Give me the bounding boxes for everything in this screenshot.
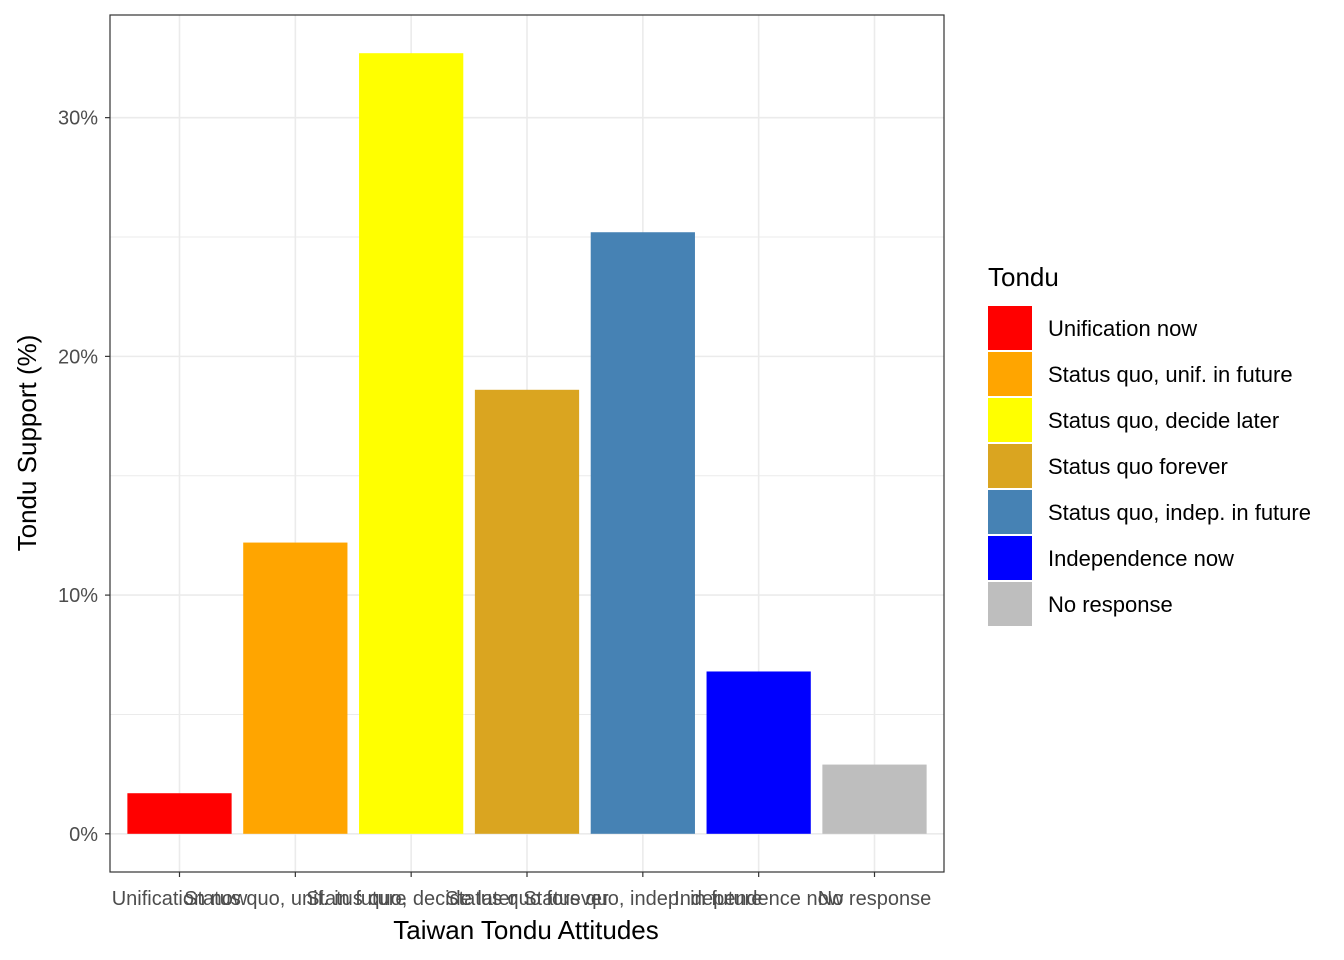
legend-key xyxy=(988,490,1032,534)
legend-key xyxy=(988,444,1032,488)
bar xyxy=(243,542,348,834)
legend-key xyxy=(988,536,1032,580)
bar xyxy=(822,764,927,834)
legend-key xyxy=(988,398,1032,442)
y-tick-label: 20% xyxy=(58,346,98,368)
legend-label: No response xyxy=(1048,592,1173,617)
legend-label: Unification now xyxy=(1048,316,1197,341)
legend-key xyxy=(988,582,1032,626)
legend-title: Tondu xyxy=(988,262,1059,292)
y-axis-title: Tondu Support (%) xyxy=(12,335,42,552)
y-tick-label: 0% xyxy=(69,824,98,846)
x-tick-label: Unification now xyxy=(112,888,248,910)
y-tick-label: 30% xyxy=(58,108,98,130)
y-tick-label: 10% xyxy=(58,585,98,607)
x-tick-label: No response xyxy=(818,888,931,910)
bar xyxy=(706,671,811,834)
legend-label: Status quo, decide later xyxy=(1048,408,1279,433)
y-axis: 0% 10% 20% 30% xyxy=(58,108,110,846)
bar xyxy=(474,389,580,834)
x-tick-label: Status quo, decide later xyxy=(306,888,516,910)
x-tick-label: Status quo, indep. in future xyxy=(523,888,762,910)
x-tick-label: Status quo, unif. in future xyxy=(184,888,406,910)
legend-label: Status quo, unif. in future xyxy=(1048,362,1293,387)
legend-label: Status quo forever xyxy=(1048,454,1228,479)
bars xyxy=(127,53,927,834)
bar xyxy=(127,793,232,834)
legend: Tondu Unification now Status quo, unif. i… xyxy=(988,262,1311,626)
bar xyxy=(590,232,695,834)
legend-key xyxy=(988,352,1032,396)
x-axis-title: Taiwan Tondu Attitudes xyxy=(393,915,658,945)
legend-label: Status quo, indep. in future xyxy=(1048,500,1311,525)
bar xyxy=(359,53,464,834)
x-tick-label: Status quo forever xyxy=(445,888,609,910)
x-tick-label: Independence now xyxy=(674,888,844,910)
legend-key xyxy=(988,306,1032,350)
legend-label: Independence now xyxy=(1048,546,1234,571)
